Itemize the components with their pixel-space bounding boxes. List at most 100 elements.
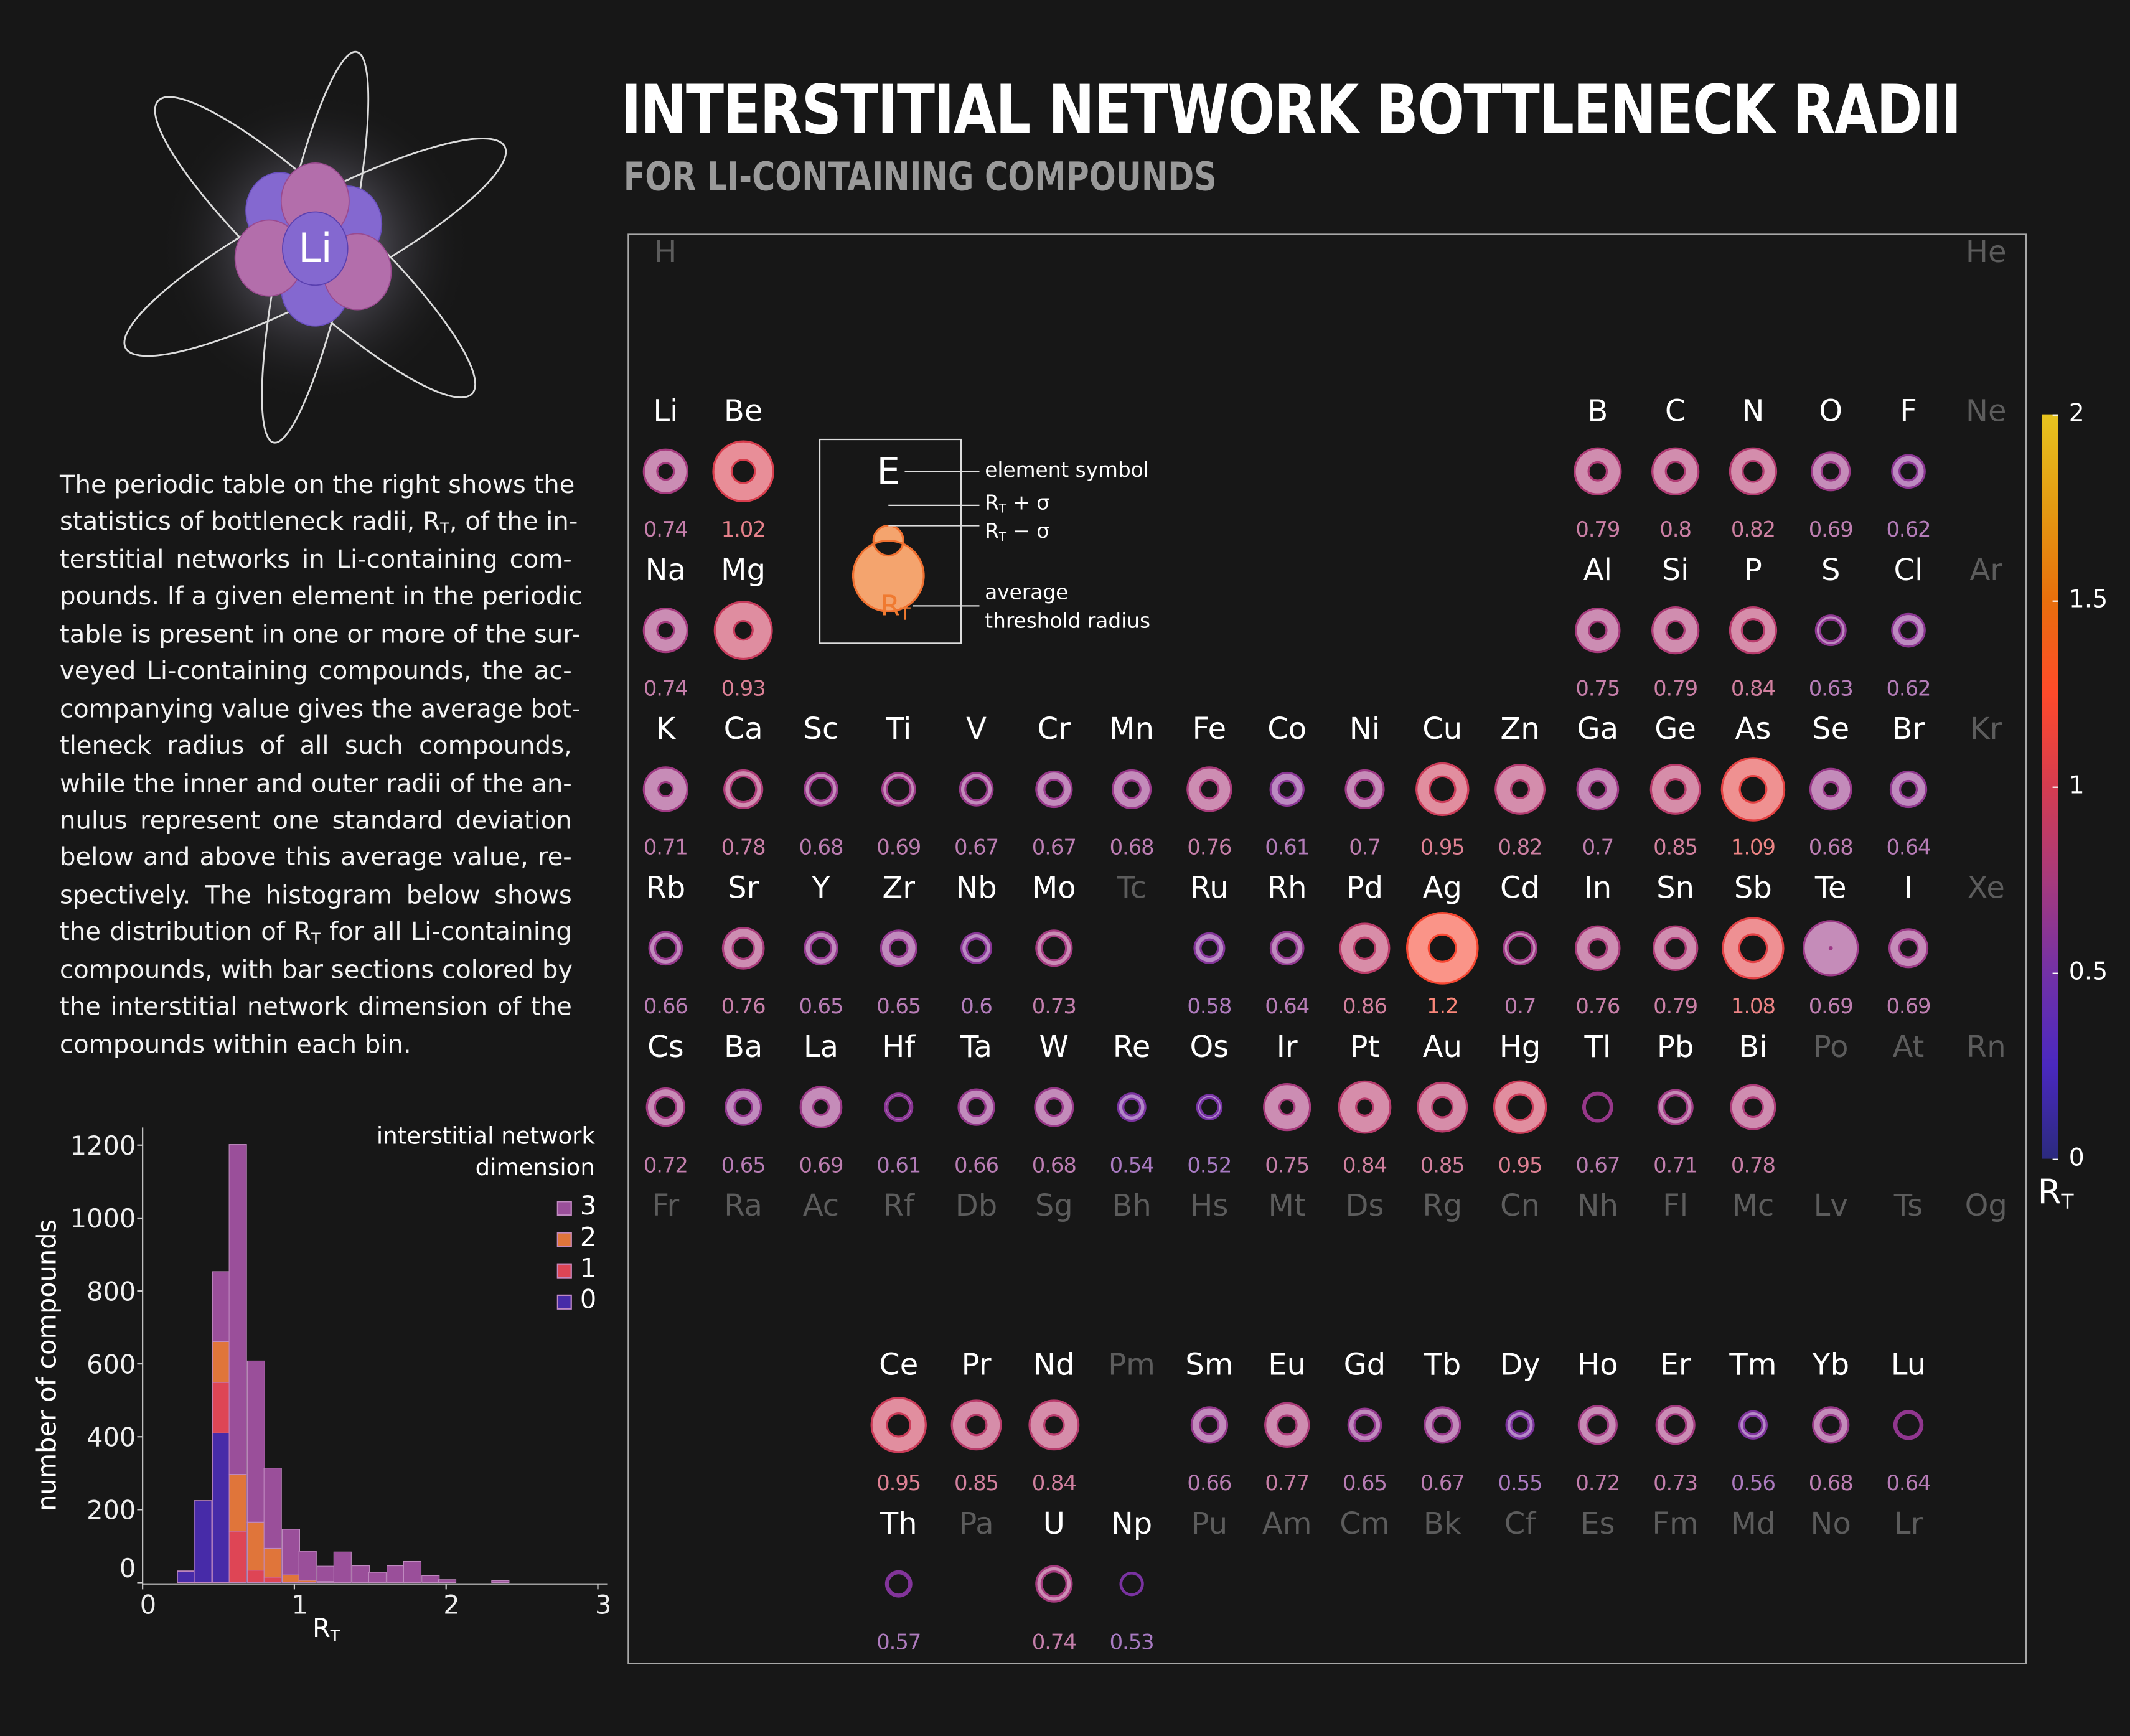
element-annulus bbox=[642, 448, 689, 494]
element-symbol: Hs bbox=[1190, 1189, 1229, 1224]
element-annulus bbox=[1888, 928, 1929, 969]
element-value: 0.84 bbox=[1342, 1153, 1387, 1178]
element-symbol: N bbox=[1742, 395, 1765, 429]
bar-segment-dim-3 bbox=[333, 1551, 352, 1584]
legend-item-0: 0 bbox=[554, 1285, 608, 1316]
element-annulus bbox=[960, 932, 993, 964]
element-symbol: H bbox=[654, 236, 677, 271]
element-symbol: Ge bbox=[1654, 713, 1696, 748]
element-symbol: W bbox=[1039, 1031, 1069, 1066]
element-symbol: Pd bbox=[1346, 872, 1384, 906]
element-symbol: Db bbox=[955, 1189, 998, 1224]
element-annulus bbox=[1893, 1410, 1924, 1440]
element-annulus bbox=[1264, 1402, 1310, 1448]
element-annulus bbox=[1494, 764, 1546, 815]
y-tick-label: 400 bbox=[87, 1423, 136, 1453]
element-symbol: Se bbox=[1812, 713, 1850, 748]
element-symbol: Au bbox=[1422, 1031, 1462, 1066]
element-value: 0.79 bbox=[1575, 517, 1620, 542]
element-annulus bbox=[1889, 770, 1928, 809]
element-value: 0.8 bbox=[1659, 517, 1692, 542]
element-symbol: Mg bbox=[721, 554, 766, 588]
element-annulus bbox=[1651, 606, 1700, 655]
element-symbol: C bbox=[1664, 395, 1686, 429]
description-line: terstitial networks in Li-containing com… bbox=[60, 546, 572, 575]
colorbar-tick bbox=[2052, 972, 2058, 974]
element-symbol: Ta bbox=[960, 1031, 992, 1066]
element-symbol: Zn bbox=[1500, 713, 1540, 748]
element-symbol: Rn bbox=[1966, 1031, 2006, 1066]
element-symbol: Tb bbox=[1424, 1349, 1461, 1383]
element-annulus bbox=[1576, 767, 1620, 811]
element-annulus bbox=[1811, 451, 1851, 492]
element-symbol: Ga bbox=[1577, 713, 1619, 748]
description-line: nulus represent one standard deviation bbox=[60, 807, 572, 836]
element-annulus bbox=[1034, 1087, 1074, 1127]
y-tick-label: 600 bbox=[87, 1349, 136, 1379]
element-symbol: No bbox=[1810, 1508, 1851, 1542]
key-value-label: RT bbox=[880, 589, 911, 624]
element-value: 0.54 bbox=[1109, 1153, 1155, 1178]
element-value: 0.71 bbox=[1653, 1153, 1698, 1178]
colorbar-tick-label: 2 bbox=[2068, 399, 2085, 428]
element-annulus bbox=[1112, 769, 1152, 810]
x-tick-label: 1 bbox=[291, 1590, 307, 1620]
element-value: 0.76 bbox=[721, 994, 766, 1019]
element-value: 0.68 bbox=[1808, 835, 1854, 860]
legend-label: 0 bbox=[579, 1285, 597, 1315]
element-annulus bbox=[1891, 612, 1926, 648]
element-symbol: Eu bbox=[1268, 1349, 1307, 1383]
element-value: 0.62 bbox=[1886, 676, 1931, 701]
element-value: 0.82 bbox=[1498, 835, 1543, 860]
element-value: 0.67 bbox=[1575, 1153, 1620, 1178]
colorbar-tick-label: 1 bbox=[2068, 771, 2085, 800]
legend-label: 2 bbox=[579, 1222, 597, 1253]
element-symbol: La bbox=[803, 1031, 839, 1066]
element-annulus bbox=[1651, 447, 1700, 495]
element-value: 0.85 bbox=[1420, 1153, 1465, 1178]
bar-segment-dim-3 bbox=[403, 1560, 422, 1584]
description-line: The periodic table on the right shows th… bbox=[60, 471, 575, 500]
element-value: 0.68 bbox=[1808, 1471, 1854, 1496]
element-annulus bbox=[1493, 1080, 1547, 1134]
element-value: 0.85 bbox=[1653, 835, 1698, 860]
bar-segment-dim-3 bbox=[421, 1575, 440, 1584]
element-annulus bbox=[1344, 769, 1385, 810]
element-symbol: Ne bbox=[1966, 395, 2007, 429]
legend-swatch bbox=[556, 1201, 572, 1216]
element-annulus bbox=[1657, 1089, 1694, 1125]
element-value: 0.65 bbox=[721, 1153, 766, 1178]
key-element-symbol: E bbox=[876, 451, 900, 494]
element-value: 0.69 bbox=[1808, 994, 1854, 1019]
description-line: compounds within each bin. bbox=[60, 1030, 411, 1059]
element-value: 0.79 bbox=[1653, 676, 1698, 701]
description-line: statistics of bottleneck radii, RT, of t… bbox=[60, 509, 578, 538]
element-symbol: Cs bbox=[647, 1031, 684, 1066]
element-value: 0.53 bbox=[1109, 1630, 1155, 1655]
element-symbol: Lr bbox=[1893, 1508, 1923, 1542]
element-symbol: Pu bbox=[1191, 1508, 1228, 1542]
bar-segment-dim-3 bbox=[316, 1565, 335, 1582]
element-symbol: Fr bbox=[652, 1189, 680, 1224]
key-annulus bbox=[852, 524, 925, 612]
element-symbol: Li bbox=[653, 395, 678, 429]
element-symbol: Ra bbox=[724, 1189, 763, 1224]
element-symbol: Lu bbox=[1890, 1349, 1926, 1383]
element-value: 1.09 bbox=[1730, 835, 1776, 860]
element-value: 0.58 bbox=[1187, 994, 1232, 1019]
colorbar-tick bbox=[2052, 414, 2058, 416]
element-annulus bbox=[1655, 1405, 1696, 1445]
element-value: 0.84 bbox=[1031, 1471, 1077, 1496]
element-annulus bbox=[723, 769, 764, 810]
element-symbol: Zr bbox=[882, 872, 916, 906]
element-symbol: Sc bbox=[803, 713, 839, 748]
periodic-table-frame bbox=[627, 233, 2027, 1664]
element-annulus bbox=[1503, 931, 1537, 966]
element-value: 0.73 bbox=[1031, 994, 1077, 1019]
colorbar-tick bbox=[2052, 1158, 2058, 1160]
element-symbol: Ni bbox=[1349, 713, 1381, 748]
element-annulus bbox=[1186, 766, 1232, 812]
element-symbol: Os bbox=[1189, 1031, 1229, 1066]
colorbar-tick bbox=[2052, 786, 2058, 788]
element-value: 0.57 bbox=[876, 1630, 921, 1655]
